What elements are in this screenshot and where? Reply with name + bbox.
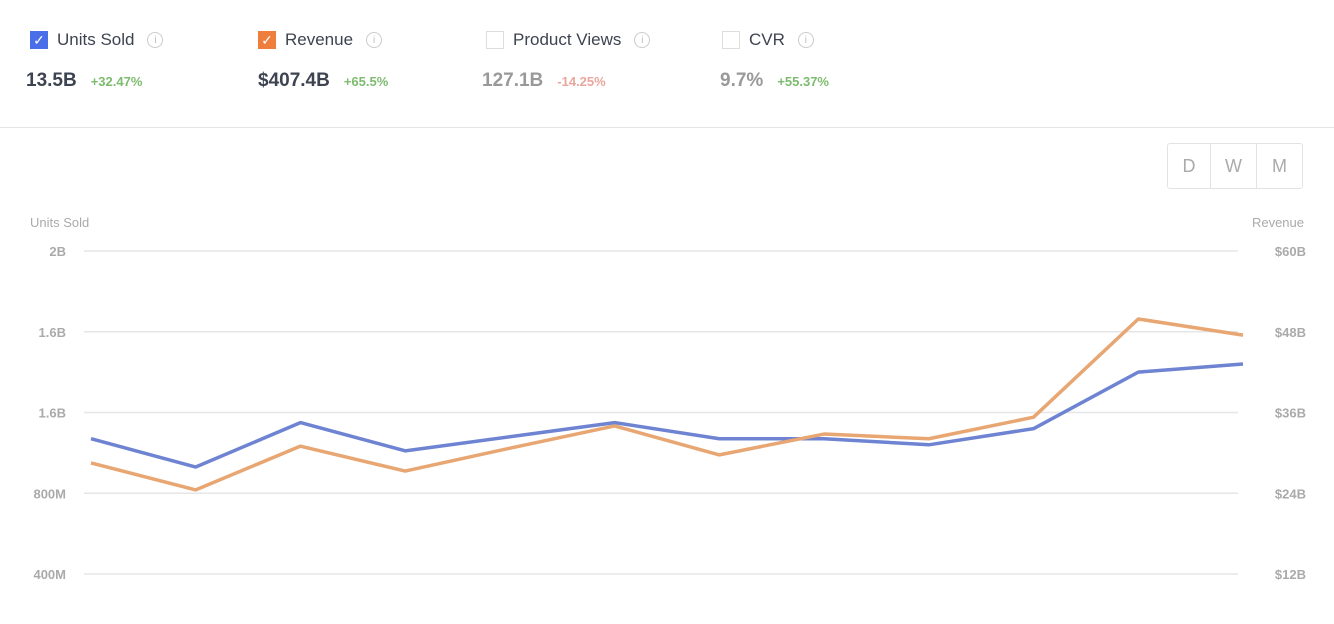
week-button[interactable]: W xyxy=(1210,144,1256,188)
right-tick-label: $12B xyxy=(1275,567,1306,582)
left-tick-label: 800M xyxy=(33,486,66,501)
info-icon[interactable]: i xyxy=(797,32,814,48)
metric-label: CVR xyxy=(749,30,785,49)
right-tick-label: $36B xyxy=(1275,406,1306,421)
metric-value: 13.5B xyxy=(26,70,77,91)
left-tick-label: 400M xyxy=(33,567,66,582)
metric-label: Revenue xyxy=(285,30,354,49)
units-sold-checkbox[interactable]: ✓ xyxy=(30,31,48,49)
metric-value: 9.7% xyxy=(720,70,764,91)
left-tick-label: 1.6B xyxy=(39,325,66,340)
left-tick-label: 1.6B xyxy=(39,406,66,421)
metric-cvr[interactable]: CVR i 9.7% +55.37% xyxy=(720,30,829,92)
right-tick-label: $48B xyxy=(1275,325,1306,340)
metric-change: +55.37% xyxy=(777,74,829,89)
info-icon[interactable]: i xyxy=(366,32,383,48)
metric-change: -14.25% xyxy=(557,74,606,89)
series-line-revenue xyxy=(90,317,1244,492)
metric-product-views[interactable]: Product Views i 127.1B -14.25% xyxy=(482,30,651,92)
metric-label: Product Views xyxy=(513,30,622,49)
right-tick-label: $60B xyxy=(1275,244,1306,259)
metric-value: 127.1B xyxy=(482,70,544,91)
metric-label: Units Sold xyxy=(57,30,135,49)
left-tick-label: 2B xyxy=(49,244,66,259)
metric-units-sold[interactable]: ✓ Units Sold i 13.5B +32.47% xyxy=(26,30,164,92)
info-icon[interactable]: i xyxy=(634,32,651,48)
series-line-units-sold xyxy=(90,362,1244,469)
right-axis-title: Revenue xyxy=(1252,215,1304,230)
info-icon[interactable]: i xyxy=(147,32,164,48)
product-views-checkbox[interactable] xyxy=(486,31,504,49)
month-button[interactable]: M xyxy=(1256,144,1302,188)
granularity-toggle: D W M xyxy=(1167,143,1303,189)
metric-change: +32.47% xyxy=(90,74,143,89)
metric-change: +65.5% xyxy=(343,74,389,89)
metrics-bar: ✓ Units Sold i 13.5B +32.47% ✓ Revenue i $407… xyxy=(0,0,1334,128)
metric-revenue[interactable]: ✓ Revenue i $407.4B +65.5% xyxy=(258,30,388,92)
left-axis-title: Units Sold xyxy=(30,215,89,230)
metric-value: $407.4B xyxy=(258,70,330,91)
day-button[interactable]: D xyxy=(1182,155,1196,176)
revenue-checkbox[interactable]: ✓ xyxy=(258,31,276,49)
cvr-checkbox[interactable] xyxy=(722,31,740,49)
right-tick-label: $24B xyxy=(1275,486,1306,501)
